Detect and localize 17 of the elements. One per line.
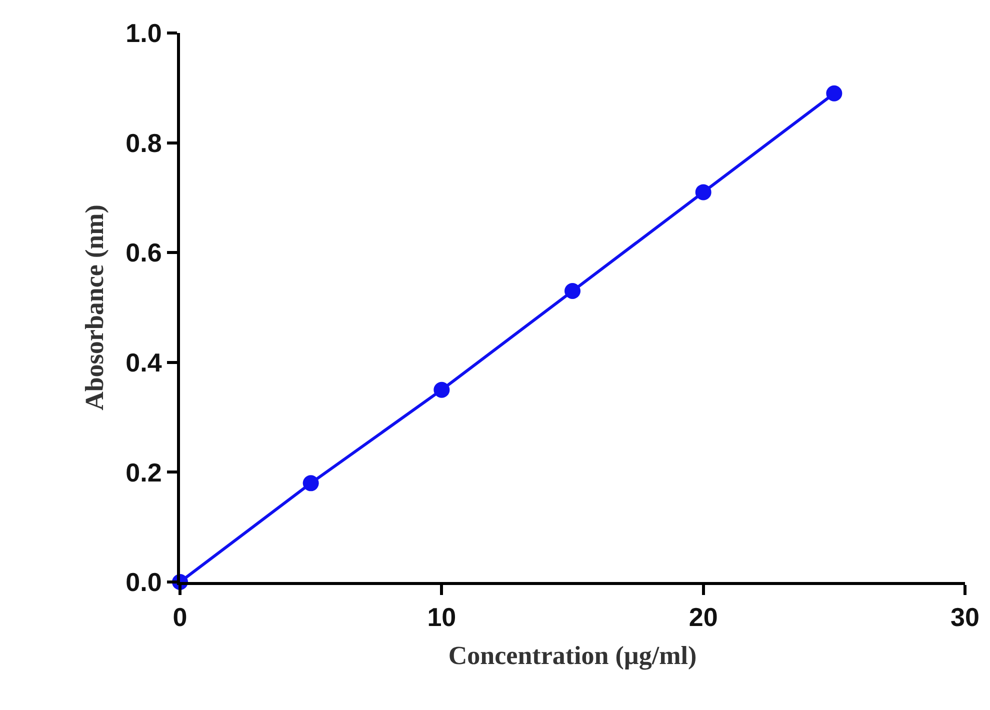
point (302, 475, 319, 492)
y-tick-label: 0.2 (126, 457, 162, 488)
x-tick-label: 30 (950, 602, 980, 632)
y-tick-label: 1.0 (126, 18, 162, 48)
x-tick-label: 10 (427, 602, 456, 632)
x-axis-title: Concentration (µg/ml) (448, 640, 697, 670)
x-tick-label: 0 (172, 602, 188, 632)
y-tick-label: 0.4 (126, 348, 162, 378)
point (826, 85, 842, 102)
x-tick-label: 20 (688, 602, 718, 632)
y-tick-label: 0.0 (126, 567, 162, 598)
y-tick-label: 0.8 (126, 128, 162, 158)
point (434, 382, 450, 398)
point (564, 283, 580, 300)
y-tick-label: 0.6 (126, 238, 162, 268)
y-axis-title: Abosorbance (nm) (80, 204, 110, 410)
point (695, 184, 712, 200)
